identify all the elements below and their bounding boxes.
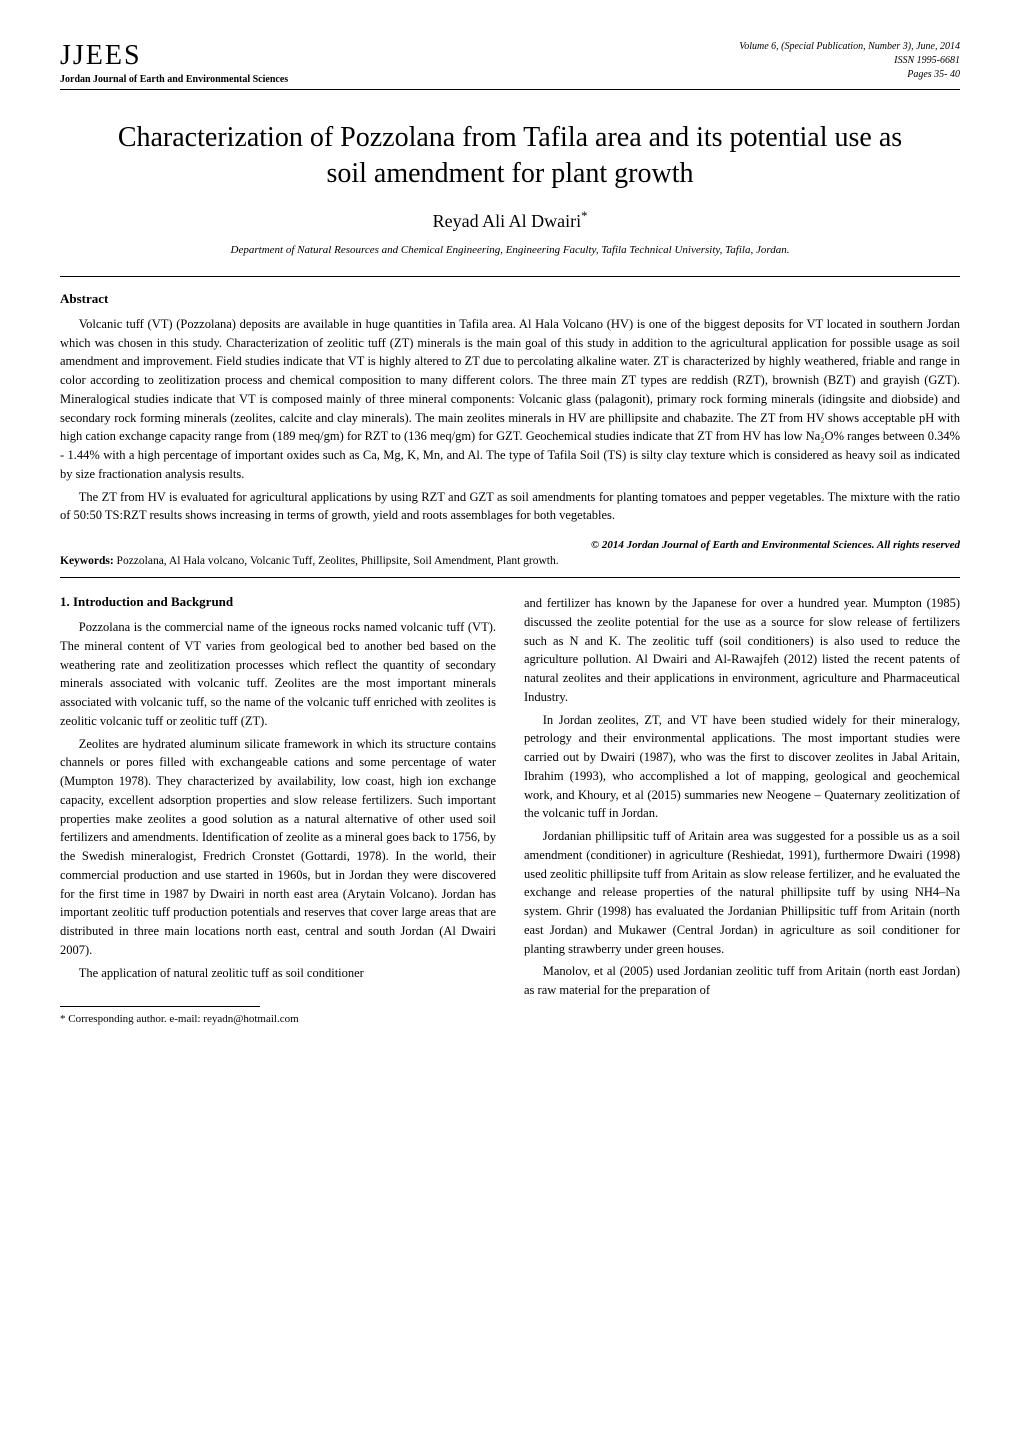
body-paragraph: Manolov, et al (2005) used Jordanian zeo… <box>524 962 960 1000</box>
body-paragraph: Jordanian phillipsitic tuff of Aritain a… <box>524 827 960 958</box>
body-columns: 1. Introduction and Backgrund Pozzolana … <box>60 594 960 1025</box>
author-marker: * <box>581 209 587 223</box>
keywords-line: Keywords: Pozzolana, Al Hala volcano, Vo… <box>60 555 960 567</box>
left-column: 1. Introduction and Backgrund Pozzolana … <box>60 594 496 1025</box>
abstract-heading: Abstract <box>60 291 960 307</box>
right-column: and fertilizer has known by the Japanese… <box>524 594 960 1025</box>
body-paragraph: and fertilizer has known by the Japanese… <box>524 594 960 707</box>
author-name: Reyad Ali Al Dwairi <box>433 211 581 231</box>
body-paragraph: The application of natural zeolitic tuff… <box>60 964 496 983</box>
keywords-label: Keywords: <box>60 555 114 567</box>
body-paragraph: Zeolites are hydrated aluminum silicate … <box>60 735 496 960</box>
divider-bottom <box>60 577 960 578</box>
section-heading: 1. Introduction and Backgrund <box>60 594 496 610</box>
article-title: Characterization of Pozzolana from Tafil… <box>100 120 920 193</box>
copyright-line: © 2014 Jordan Journal of Earth and Envir… <box>60 539 960 551</box>
body-paragraph: Pozzolana is the commercial name of the … <box>60 618 496 731</box>
volume-info: Volume 6, (Special Publication, Number 3… <box>739 40 960 54</box>
page-header: JJEES Jordan Journal of Earth and Enviro… <box>60 40 960 90</box>
header-meta: Volume 6, (Special Publication, Number 3… <box>739 40 960 82</box>
divider-top <box>60 276 960 277</box>
body-paragraph: In Jordan zeolites, ZT, and VT have been… <box>524 711 960 824</box>
footnote: * Corresponding author. e-mail: reyadn@h… <box>60 1013 496 1025</box>
footnote-rule <box>60 1006 260 1007</box>
journal-branding: JJEES Jordan Journal of Earth and Enviro… <box>60 40 288 85</box>
issn-info: ISSN 1995-6681 <box>739 54 960 68</box>
abstract-paragraph: The ZT from HV is evaluated for agricult… <box>60 488 960 526</box>
journal-subtitle: Jordan Journal of Earth and Environmenta… <box>60 74 288 85</box>
affiliation: Department of Natural Resources and Chem… <box>60 244 960 256</box>
keywords-text: Pozzolana, Al Hala volcano, Volcanic Tuf… <box>114 555 559 567</box>
author-line: Reyad Ali Al Dwairi* <box>60 209 960 232</box>
pages-info: Pages 35- 40 <box>739 68 960 82</box>
journal-logo: JJEES <box>60 40 288 72</box>
abstract-paragraph: Volcanic tuff (VT) (Pozzolana) deposits … <box>60 315 960 484</box>
